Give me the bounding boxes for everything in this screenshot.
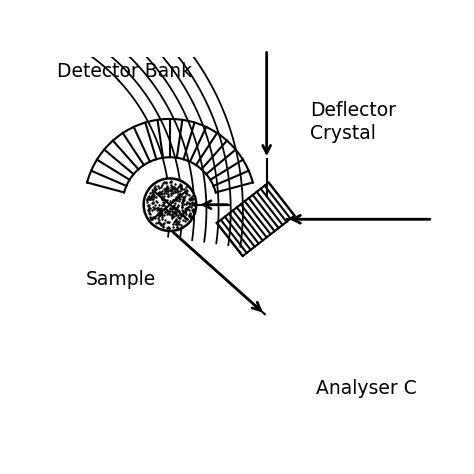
Text: Detector Bank: Detector Bank (57, 63, 192, 82)
Circle shape (144, 178, 196, 231)
Text: Deflector
Crystal: Deflector Crystal (310, 100, 396, 143)
Text: Sample: Sample (86, 270, 156, 290)
Text: Analyser C: Analyser C (316, 379, 417, 398)
